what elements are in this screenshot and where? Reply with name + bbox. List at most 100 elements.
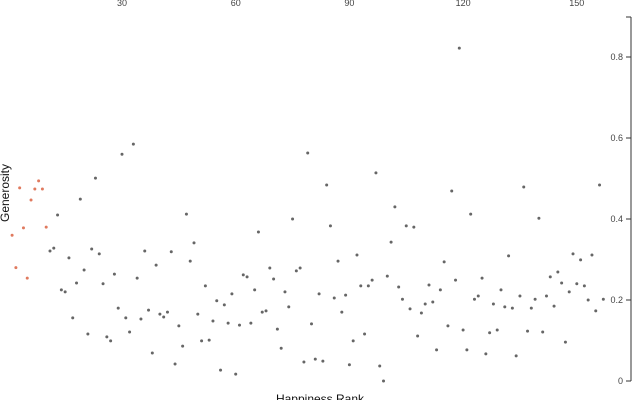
data-point bbox=[412, 225, 416, 229]
data-point bbox=[571, 252, 575, 256]
data-point bbox=[325, 183, 329, 187]
data-point bbox=[207, 338, 211, 342]
data-point bbox=[514, 354, 518, 358]
data-point bbox=[109, 339, 113, 343]
data-point bbox=[397, 285, 401, 289]
data-point bbox=[56, 213, 60, 217]
data-point bbox=[147, 308, 151, 312]
data-point bbox=[552, 304, 556, 308]
data-point bbox=[431, 300, 435, 304]
data-point bbox=[249, 321, 253, 325]
highlighted-data-point bbox=[33, 187, 37, 191]
y-tick-label: 0.4 bbox=[610, 214, 623, 224]
data-point bbox=[97, 252, 101, 256]
data-point bbox=[165, 310, 169, 314]
data-point bbox=[457, 46, 461, 50]
data-point bbox=[472, 297, 476, 301]
y-tick-label: 0.6 bbox=[610, 133, 623, 143]
data-point bbox=[150, 351, 154, 355]
data-point bbox=[378, 364, 382, 368]
data-point bbox=[135, 276, 139, 280]
data-point bbox=[128, 330, 132, 334]
data-point bbox=[154, 263, 158, 267]
data-point bbox=[427, 283, 431, 287]
data-point bbox=[336, 259, 340, 263]
data-point bbox=[332, 296, 336, 300]
data-point bbox=[283, 290, 287, 294]
data-point bbox=[63, 290, 67, 294]
data-point bbox=[544, 294, 548, 298]
highlighted-data-point bbox=[21, 226, 25, 230]
data-point bbox=[291, 217, 295, 221]
data-point bbox=[321, 359, 325, 363]
data-point bbox=[488, 331, 492, 335]
data-point bbox=[548, 275, 552, 279]
data-point bbox=[382, 379, 386, 383]
data-point bbox=[245, 275, 249, 279]
y-axis-title: Generosity bbox=[0, 164, 12, 222]
data-point bbox=[582, 284, 586, 288]
data-point bbox=[438, 288, 442, 292]
data-point bbox=[93, 176, 97, 180]
data-point bbox=[112, 272, 116, 276]
data-point bbox=[366, 284, 370, 288]
data-point bbox=[105, 335, 109, 339]
data-point bbox=[143, 249, 147, 253]
data-point bbox=[275, 327, 279, 331]
data-point bbox=[124, 316, 128, 320]
data-point bbox=[491, 302, 495, 306]
data-points bbox=[10, 46, 605, 383]
data-point bbox=[567, 290, 571, 294]
data-point bbox=[86, 332, 90, 336]
x-tick-label: 60 bbox=[231, 0, 241, 8]
highlighted-data-point bbox=[40, 187, 44, 191]
data-point bbox=[575, 282, 579, 286]
highlighted-data-point bbox=[25, 276, 29, 280]
data-point bbox=[328, 224, 332, 228]
data-point bbox=[317, 292, 321, 296]
data-point bbox=[75, 281, 79, 285]
data-point bbox=[188, 259, 192, 263]
data-point bbox=[82, 268, 86, 272]
data-point bbox=[196, 312, 200, 316]
data-point bbox=[541, 330, 545, 334]
data-point bbox=[400, 297, 404, 301]
data-point bbox=[446, 324, 450, 328]
highlighted-data-point bbox=[29, 198, 33, 202]
data-point bbox=[234, 372, 238, 376]
data-point bbox=[480, 276, 484, 280]
x-axis-title: Happiness Rank bbox=[276, 392, 365, 400]
data-point bbox=[416, 334, 420, 338]
data-point bbox=[184, 212, 188, 216]
data-point bbox=[465, 348, 469, 352]
data-point bbox=[237, 323, 241, 327]
y-tick-label: 0.2 bbox=[610, 295, 623, 305]
data-point bbox=[302, 360, 306, 364]
data-point bbox=[499, 288, 503, 292]
data-point bbox=[563, 340, 567, 344]
data-point bbox=[533, 297, 537, 301]
data-point bbox=[408, 307, 412, 311]
highlighted-data-point bbox=[18, 186, 22, 190]
data-point bbox=[256, 230, 260, 234]
data-point bbox=[404, 224, 408, 228]
data-point bbox=[260, 310, 264, 314]
data-point bbox=[351, 339, 355, 343]
data-point bbox=[454, 278, 458, 282]
data-point bbox=[181, 344, 185, 348]
x-tick-label: 30 bbox=[117, 0, 127, 8]
data-point bbox=[423, 302, 427, 306]
data-point bbox=[203, 284, 207, 288]
highlighted-data-point bbox=[10, 233, 14, 237]
data-point bbox=[510, 306, 514, 310]
y-tick-label: 0.8 bbox=[610, 52, 623, 62]
data-point bbox=[389, 240, 393, 244]
data-point bbox=[162, 315, 166, 319]
x-tick-label: 150 bbox=[569, 0, 584, 8]
data-point bbox=[598, 183, 602, 187]
data-point bbox=[59, 288, 63, 292]
data-point bbox=[116, 306, 120, 310]
data-point bbox=[272, 277, 276, 281]
data-point bbox=[507, 254, 511, 258]
data-point bbox=[78, 197, 82, 201]
